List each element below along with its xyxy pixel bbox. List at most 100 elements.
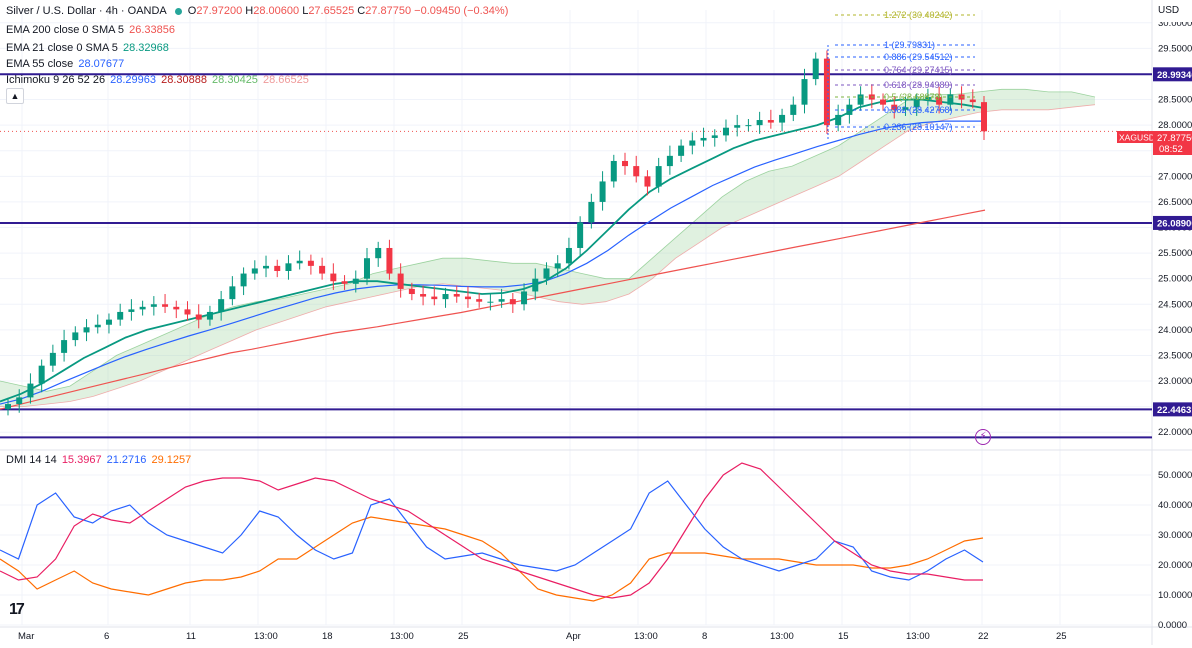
fib-level-label: 1.272 (30.40242) (884, 10, 953, 20)
candle-body (251, 268, 258, 274)
ichimoku-legend[interactable]: Ichimoku 9 26 52 26 28.29963 28.30888 28… (6, 74, 309, 86)
ichimoku-value-2: 28.30888 (161, 74, 207, 86)
dmi-tick-label: 50.0000 (1158, 470, 1192, 481)
candle-body (195, 314, 202, 320)
time-tick-label: 15 (838, 631, 849, 642)
ichimoku-value-4: 28.66525 (263, 74, 309, 86)
candle-body (532, 278, 539, 292)
last-price-tag-box (1153, 131, 1192, 155)
candle-body (700, 137, 707, 141)
candle-body (464, 296, 471, 300)
close-value: 27.87750 (365, 5, 412, 17)
candle-body (49, 352, 56, 366)
candle-body (565, 247, 572, 264)
ema21-legend[interactable]: EMA 21 close 0 SMA 5 28.32968 (6, 42, 169, 54)
symbol-title[interactable]: Silver / U.S. Dollar · 4h · OANDA (6, 5, 167, 17)
dmi-minus-value: 21.2716 (106, 454, 147, 466)
lightning-icon[interactable]: ⚡ (975, 429, 991, 445)
candle-body (577, 222, 584, 248)
time-tick-label: 8 (702, 631, 707, 642)
dmi-plus-value: 15.3967 (61, 454, 102, 466)
candle-body (476, 299, 483, 302)
candle-body (734, 125, 741, 128)
low-value: 27.65525 (308, 5, 355, 17)
currency-selector[interactable]: USD (1153, 0, 1192, 22)
ema200-legend[interactable]: EMA 200 close 0 SMA 5 26.33856 (6, 24, 175, 36)
candle-body (16, 397, 23, 405)
collapse-legend-button[interactable]: ▲ (6, 88, 24, 104)
candle-body (206, 311, 213, 320)
candle-body (498, 299, 505, 302)
ichimoku-span-b (0, 104, 1096, 408)
ema55-label: EMA 55 close (6, 58, 74, 70)
candle-body (790, 104, 797, 115)
time-tick-label: 13:00 (634, 631, 658, 642)
ema55-legend[interactable]: EMA 55 close 28.07677 (6, 58, 124, 70)
candle-body (375, 247, 382, 259)
dmi-plus-line (0, 462, 983, 599)
candle-body (756, 120, 763, 126)
tradingview-logo-icon[interactable]: 17 (9, 601, 25, 618)
candle-body (722, 127, 729, 136)
candle-body (924, 97, 931, 100)
candle-body (487, 301, 494, 303)
dmi-tick-label: 40.0000 (1158, 500, 1192, 511)
fib-level-label: 0.764 (29.27415) (884, 65, 953, 75)
candle-body (184, 309, 191, 315)
candle-body (655, 166, 662, 187)
time-tick-label: 13:00 (390, 631, 414, 642)
candle-body (139, 306, 146, 310)
candle-body (689, 140, 696, 146)
price-tick-label: 24.50000 (1158, 299, 1192, 310)
candle-body (72, 332, 79, 341)
candle-body (363, 258, 370, 279)
ema55-value: 28.07677 (78, 58, 125, 70)
ema21-label: EMA 21 close 0 SMA 5 (6, 42, 118, 54)
time-tick-label: Apr (566, 631, 581, 642)
ema55-line (0, 120, 985, 405)
candle-body (835, 114, 842, 126)
candle-body (981, 102, 987, 132)
candle-body (644, 176, 651, 187)
candle-body (162, 304, 169, 307)
candle-body (352, 278, 359, 284)
candle-body (431, 296, 438, 300)
candle-body (296, 260, 303, 264)
ichimoku-value-3: 28.30425 (212, 74, 258, 86)
candle-body (105, 319, 112, 325)
candle-body (745, 125, 752, 127)
time-tick-label: 22 (978, 631, 989, 642)
dmi-tick-label: 20.0000 (1158, 560, 1192, 571)
close-label: C (357, 5, 366, 17)
candle-body (83, 327, 90, 333)
candle-body (386, 247, 393, 274)
candle-body (880, 99, 887, 105)
fib-level-label: 0.618 (28.94989) (884, 80, 953, 90)
candle-body (218, 299, 225, 312)
time-tick-label: 13:00 (254, 631, 278, 642)
candle-body (274, 265, 281, 271)
candle-body (913, 99, 920, 108)
chevron-up-icon: ▲ (10, 91, 20, 101)
level-tag-label: 22.44631 (1157, 405, 1192, 416)
price-tick-label: 25.50000 (1158, 248, 1192, 259)
symbol-tag-box (1117, 131, 1154, 143)
candle-body (521, 291, 528, 305)
candle-body (509, 299, 516, 305)
dmi-legend[interactable]: DMI 14 14 15.3967 21.2716 29.1257 (6, 454, 191, 466)
fib-level-label: 0.236 (28.10147) (884, 122, 953, 132)
high-value: 28.00600 (253, 5, 300, 17)
level-tag-label: 26.08900 (1157, 218, 1192, 229)
low-label: L (302, 5, 309, 17)
candle-body (330, 273, 337, 282)
candle-body (27, 383, 34, 398)
dmi-tick-label: 0.0000 (1158, 620, 1187, 631)
ichimoku-label: Ichimoku 9 26 52 26 (6, 74, 106, 86)
